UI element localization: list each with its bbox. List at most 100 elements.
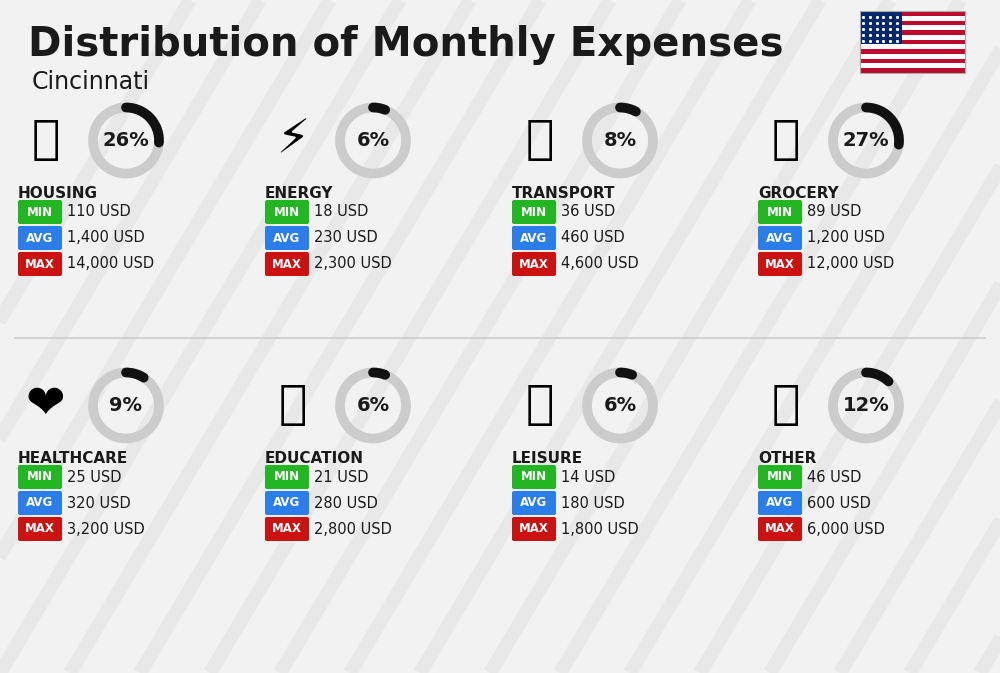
FancyBboxPatch shape (18, 517, 62, 541)
Text: 280 USD: 280 USD (314, 495, 378, 511)
Text: 320 USD: 320 USD (67, 495, 131, 511)
Text: MIN: MIN (27, 470, 53, 483)
FancyBboxPatch shape (860, 11, 902, 44)
FancyBboxPatch shape (758, 252, 802, 276)
Text: 1,400 USD: 1,400 USD (67, 230, 145, 246)
FancyBboxPatch shape (758, 491, 802, 515)
Text: AVG: AVG (26, 232, 54, 244)
Text: 12,000 USD: 12,000 USD (807, 256, 894, 271)
FancyBboxPatch shape (265, 491, 309, 515)
Text: 🚌: 🚌 (525, 118, 554, 163)
FancyBboxPatch shape (860, 30, 965, 35)
FancyBboxPatch shape (512, 465, 556, 489)
Text: 4,600 USD: 4,600 USD (561, 256, 639, 271)
FancyBboxPatch shape (860, 63, 965, 68)
FancyBboxPatch shape (860, 35, 965, 40)
Text: 26%: 26% (103, 131, 149, 150)
Text: MIN: MIN (767, 470, 793, 483)
FancyBboxPatch shape (18, 226, 62, 250)
FancyBboxPatch shape (758, 465, 802, 489)
FancyBboxPatch shape (860, 40, 965, 44)
FancyBboxPatch shape (860, 21, 965, 26)
Text: OTHER: OTHER (758, 451, 816, 466)
FancyBboxPatch shape (18, 252, 62, 276)
Text: LEISURE: LEISURE (512, 451, 583, 466)
Text: 2,300 USD: 2,300 USD (314, 256, 392, 271)
Text: 1,800 USD: 1,800 USD (561, 522, 639, 536)
Text: AVG: AVG (273, 232, 301, 244)
FancyBboxPatch shape (265, 517, 309, 541)
Text: MIN: MIN (27, 205, 53, 219)
Text: GROCERY: GROCERY (758, 186, 839, 201)
FancyBboxPatch shape (265, 465, 309, 489)
Text: MIN: MIN (274, 470, 300, 483)
FancyBboxPatch shape (758, 226, 802, 250)
Text: HOUSING: HOUSING (18, 186, 98, 201)
Text: 460 USD: 460 USD (561, 230, 625, 246)
FancyBboxPatch shape (265, 200, 309, 224)
Text: 🎓: 🎓 (278, 383, 307, 428)
Text: 💰: 💰 (771, 383, 800, 428)
FancyBboxPatch shape (512, 252, 556, 276)
Text: 9%: 9% (110, 396, 143, 415)
Text: MAX: MAX (765, 522, 795, 536)
FancyBboxPatch shape (512, 491, 556, 515)
Text: MAX: MAX (272, 522, 302, 536)
Text: 8%: 8% (603, 131, 637, 150)
FancyBboxPatch shape (860, 44, 965, 49)
FancyBboxPatch shape (18, 200, 62, 224)
Text: 🏙: 🏙 (31, 118, 60, 163)
Text: 6,000 USD: 6,000 USD (807, 522, 885, 536)
Text: 110 USD: 110 USD (67, 205, 131, 219)
FancyBboxPatch shape (860, 59, 965, 63)
Text: 600 USD: 600 USD (807, 495, 871, 511)
FancyBboxPatch shape (512, 226, 556, 250)
FancyBboxPatch shape (860, 54, 965, 59)
FancyBboxPatch shape (758, 200, 802, 224)
Text: MAX: MAX (519, 258, 549, 271)
FancyBboxPatch shape (18, 491, 62, 515)
Text: 21 USD: 21 USD (314, 470, 368, 485)
Text: 36 USD: 36 USD (561, 205, 615, 219)
Text: MIN: MIN (274, 205, 300, 219)
Text: MAX: MAX (765, 258, 795, 271)
Text: 🛍: 🛍 (525, 383, 554, 428)
Text: 14,000 USD: 14,000 USD (67, 256, 154, 271)
FancyBboxPatch shape (860, 11, 965, 15)
Text: AVG: AVG (520, 232, 548, 244)
Text: AVG: AVG (520, 497, 548, 509)
FancyBboxPatch shape (860, 49, 965, 54)
Text: AVG: AVG (766, 497, 794, 509)
Text: AVG: AVG (766, 232, 794, 244)
Text: ENERGY: ENERGY (265, 186, 334, 201)
Text: 27%: 27% (843, 131, 889, 150)
Text: 6%: 6% (603, 396, 637, 415)
Text: EDUCATION: EDUCATION (265, 451, 364, 466)
Text: 🛒: 🛒 (771, 118, 800, 163)
Text: TRANSPORT: TRANSPORT (512, 186, 616, 201)
Text: MAX: MAX (25, 522, 55, 536)
FancyBboxPatch shape (512, 200, 556, 224)
Text: ❤️: ❤️ (26, 383, 65, 428)
Text: Cincinnati: Cincinnati (32, 70, 150, 94)
Text: 6%: 6% (356, 131, 390, 150)
FancyBboxPatch shape (512, 517, 556, 541)
Text: Distribution of Monthly Expenses: Distribution of Monthly Expenses (28, 25, 784, 65)
Text: MIN: MIN (521, 205, 547, 219)
FancyBboxPatch shape (18, 465, 62, 489)
Text: 6%: 6% (356, 396, 390, 415)
FancyBboxPatch shape (860, 26, 965, 30)
Text: HEALTHCARE: HEALTHCARE (18, 451, 128, 466)
Text: 12%: 12% (843, 396, 889, 415)
Text: MAX: MAX (519, 522, 549, 536)
Text: 2,800 USD: 2,800 USD (314, 522, 392, 536)
Text: ⚡: ⚡ (276, 118, 309, 163)
FancyBboxPatch shape (265, 226, 309, 250)
Text: MAX: MAX (25, 258, 55, 271)
FancyBboxPatch shape (758, 517, 802, 541)
Text: 25 USD: 25 USD (67, 470, 122, 485)
Text: AVG: AVG (273, 497, 301, 509)
Text: 14 USD: 14 USD (561, 470, 615, 485)
Text: MIN: MIN (521, 470, 547, 483)
Text: 180 USD: 180 USD (561, 495, 625, 511)
